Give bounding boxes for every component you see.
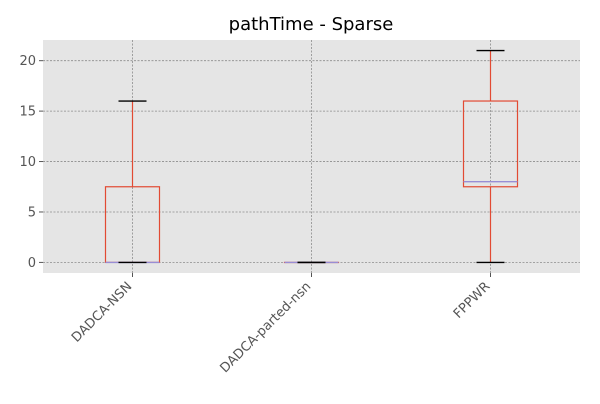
x-tick-label: DADCA-parted-nsn bbox=[218, 279, 315, 376]
y-tick-label: 10 bbox=[19, 155, 36, 170]
y-tick-label: 20 bbox=[19, 54, 36, 69]
x-tick-label: FPPWR bbox=[451, 279, 493, 321]
plot-area: 0 5 10 15 20 DADCA-NSN DADCA-parted-nsn FPPWR bbox=[19, 40, 580, 376]
y-tick-label: 5 bbox=[28, 205, 36, 220]
x-tick-label: DADCA-NSN bbox=[69, 279, 135, 345]
y-tick-label: 15 bbox=[19, 105, 36, 120]
y-tick-label: 0 bbox=[28, 256, 36, 271]
chart-title: pathTime - Sparse bbox=[229, 14, 394, 35]
